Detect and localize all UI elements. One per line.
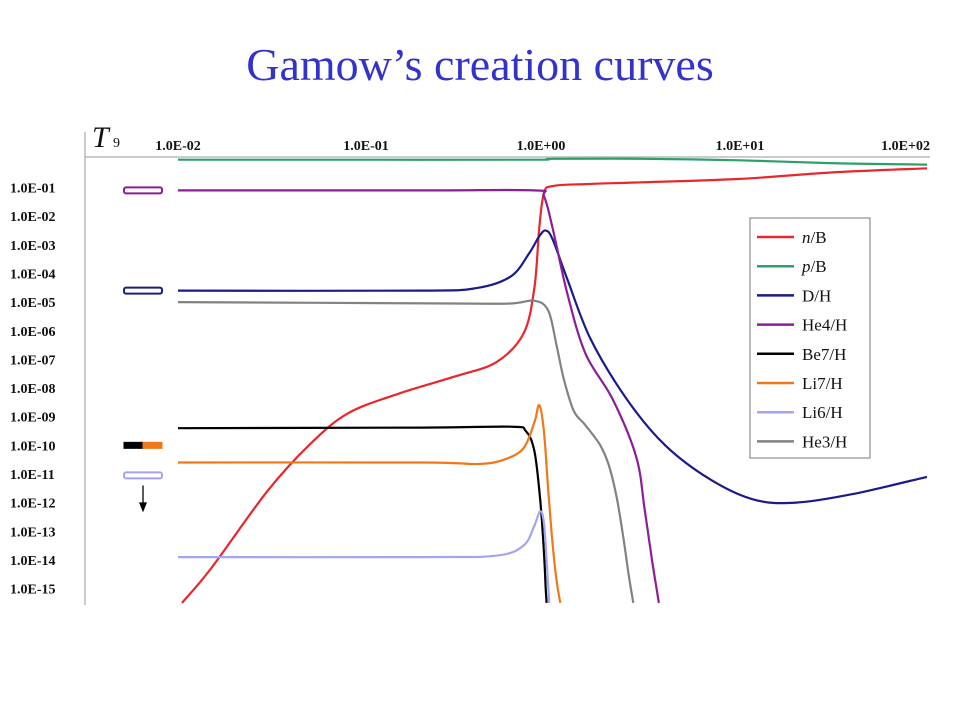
slide-title: Gamow’s creation curves (246, 39, 714, 90)
y-tick-labels: 1.0E-01 1.0E-02 1.0E-03 1.0E-04 1.0E-05 1.0E-… (10, 182, 56, 598)
y-tick-label: 1.0E-13 (10, 525, 56, 540)
observed-marker (123, 441, 144, 449)
legend: n/B p/B D/H He4/H Be7/H Li7/H Li6/H He3/H (749, 217, 871, 459)
legend-item: He3/H (757, 432, 847, 451)
y-tick-label: 1.0E-04 (10, 267, 56, 282)
series-line (178, 157, 928, 166)
series-line (178, 188, 660, 604)
x-tick-label: 1.0E-01 (343, 139, 389, 154)
legend-item: He4/H (757, 316, 847, 335)
legend-item: D/H (757, 286, 831, 305)
observed-abundance-markers (123, 186, 163, 513)
legend-label: He3/H (802, 432, 847, 451)
legend-label: Be7/H (802, 345, 846, 364)
y-tick-label: 1.0E-08 (10, 382, 56, 397)
x-axis-title: T (92, 121, 111, 154)
x-tick-label: 1.0E+00 (517, 139, 566, 154)
y-tick-label: 1.0E-02 (10, 210, 56, 225)
upper-limit-arrowhead (139, 502, 147, 513)
legend-item: Li6/H (757, 403, 843, 422)
x-tick-label: 1.0E+02 (881, 139, 930, 154)
legend-label: Li7/H (802, 374, 843, 393)
y-tick-label: 1.0E-05 (10, 296, 56, 311)
legend-item: Be7/H (757, 345, 846, 364)
y-tick-label: 1.0E-11 (10, 468, 55, 483)
series-line (177, 299, 635, 604)
series-line (177, 425, 548, 603)
observed-marker (142, 441, 163, 449)
series-line (177, 510, 551, 603)
series-line (177, 229, 928, 505)
x-tick-labels: 1.0E-02 1.0E-01 1.0E+00 1.0E+01 1.0E+02 (155, 139, 930, 154)
x-tick-label: 1.0E+01 (716, 139, 765, 154)
y-tick-label: 1.0E-09 (10, 411, 56, 426)
observed-marker (123, 471, 163, 480)
observed-marker (123, 186, 163, 195)
observed-marker (123, 286, 163, 295)
y-tick-label: 1.0E-06 (10, 325, 56, 340)
y-tick-label: 1.0E-10 (10, 439, 56, 454)
y-tick-label: 1.0E-12 (10, 497, 56, 512)
y-tick-label: 1.0E-07 (10, 353, 56, 368)
y-tick-label: 1.0E-03 (10, 239, 56, 254)
legend-label: Li6/H (802, 403, 843, 422)
legend-box (749, 217, 871, 459)
series-line (177, 404, 562, 604)
legend-item: Li7/H (757, 374, 843, 393)
y-tick-label: 1.0E-01 (10, 182, 56, 197)
y-tick-label: 1.0E-15 (10, 583, 56, 598)
legend-label: n/B (802, 228, 827, 247)
legend-label: He4/H (802, 316, 847, 335)
x-tick-label: 1.0E-02 (155, 139, 201, 154)
legend-item: n/B (757, 228, 827, 247)
x-axis-title-subscript: 9 (113, 136, 120, 151)
legend-label: D/H (802, 286, 831, 305)
legend-label: p/B (801, 257, 827, 276)
y-tick-label: 1.0E-14 (10, 554, 56, 569)
legend-item: p/B (757, 257, 827, 276)
series-lines (177, 157, 928, 604)
